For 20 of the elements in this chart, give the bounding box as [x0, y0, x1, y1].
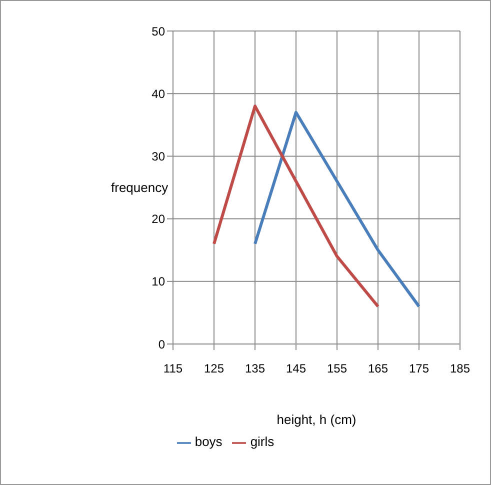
line-series — [254, 110, 420, 308]
y-tick-label: 40 — [152, 86, 166, 101]
legend-label: girls — [250, 434, 274, 449]
y-tick-label: 0 — [158, 337, 166, 352]
y-tick-label: 50 — [152, 24, 166, 38]
x-tick-label: 135 — [244, 362, 266, 376]
x-tick-label: 185 — [450, 362, 470, 376]
x-axis-title: height, h (cm) — [276, 412, 356, 427]
x-tick-label: 165 — [368, 362, 388, 376]
y-tick-label: 20 — [152, 212, 166, 226]
x-tick-label: 155 — [326, 362, 348, 376]
y-tick-label: 10 — [152, 274, 166, 289]
y-tick-label: 30 — [152, 149, 166, 164]
x-tick-label: 115 — [163, 362, 183, 376]
x-tick-label: 145 — [286, 362, 306, 376]
x-tick-label: 125 — [204, 362, 224, 376]
line-series — [212, 104, 380, 308]
legend-label: boys — [194, 434, 222, 449]
y-axis-title: frequency — [111, 180, 169, 196]
x-tick-label: 175 — [408, 362, 430, 376]
